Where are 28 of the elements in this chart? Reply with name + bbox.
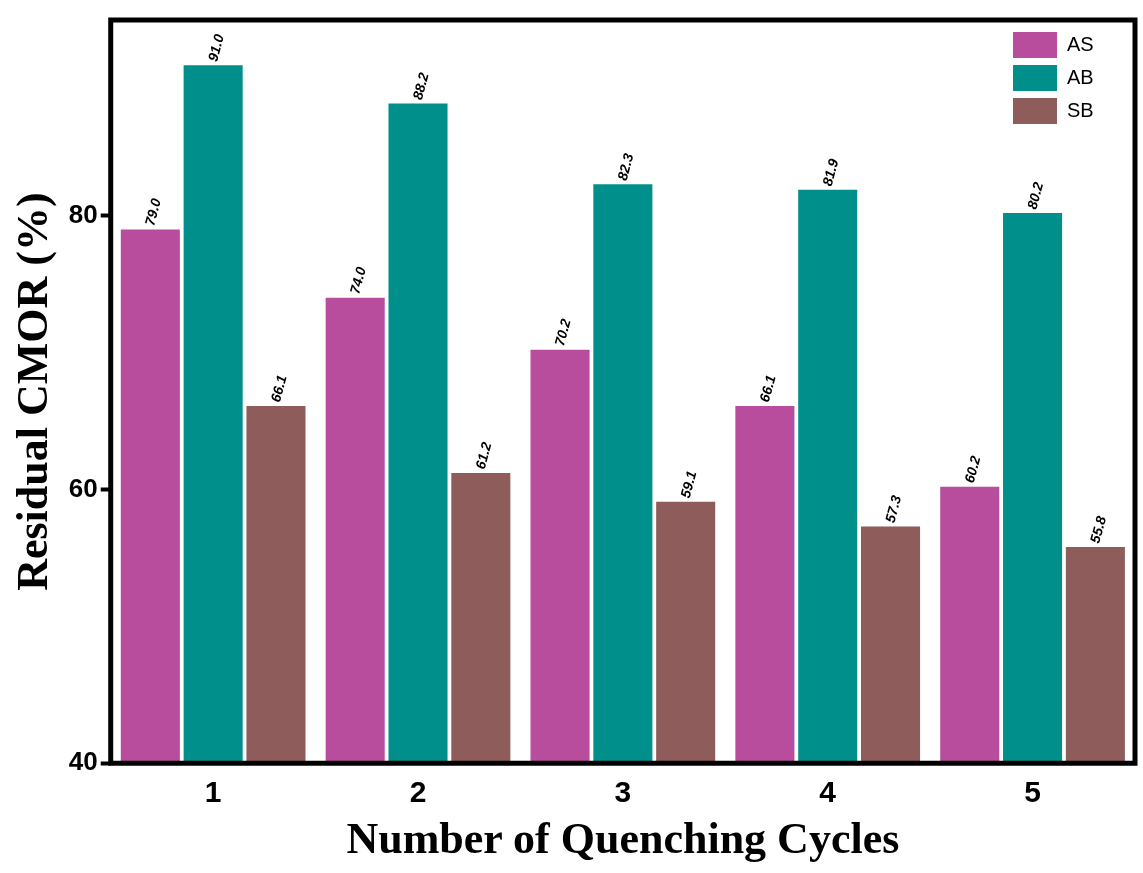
y-tick-label: 40 — [68, 746, 98, 777]
data-label: 80.2 — [1023, 180, 1047, 211]
data-label: 70.2 — [551, 316, 574, 348]
legend-label: SB — [1067, 98, 1094, 121]
x-axis-title: Number of Quenching Cycles — [346, 813, 900, 863]
y-tick-label: 80 — [68, 198, 98, 229]
x-tick-label: 2 — [409, 775, 427, 809]
x-tick-label: 3 — [614, 775, 632, 809]
data-label: 60.2 — [960, 453, 984, 485]
legend-label: AB — [1067, 65, 1094, 88]
x-tick-label: 4 — [819, 775, 837, 809]
y-tick-label: 60 — [68, 472, 98, 503]
data-label: 74.0 — [346, 264, 369, 296]
data-label: 82.3 — [614, 151, 637, 183]
data-label: 91.0 — [204, 32, 227, 63]
data-label: 57.3 — [881, 493, 905, 525]
data-label: 79.0 — [141, 196, 165, 228]
legend-label: AS — [1067, 32, 1094, 55]
x-tick-label: 5 — [1024, 775, 1041, 809]
data-label: 81.9 — [818, 156, 842, 188]
data-label: 66.1 — [756, 373, 779, 404]
data-label: 55.8 — [1086, 514, 1110, 545]
data-label: 88.2 — [409, 70, 432, 102]
y-axis-title: Residual CMOR (%) — [7, 192, 57, 591]
x-tick-label: 1 — [204, 775, 222, 809]
data-label: 66.1 — [267, 373, 290, 404]
data-label: 61.2 — [472, 440, 495, 471]
data-label: 59.1 — [676, 468, 700, 500]
